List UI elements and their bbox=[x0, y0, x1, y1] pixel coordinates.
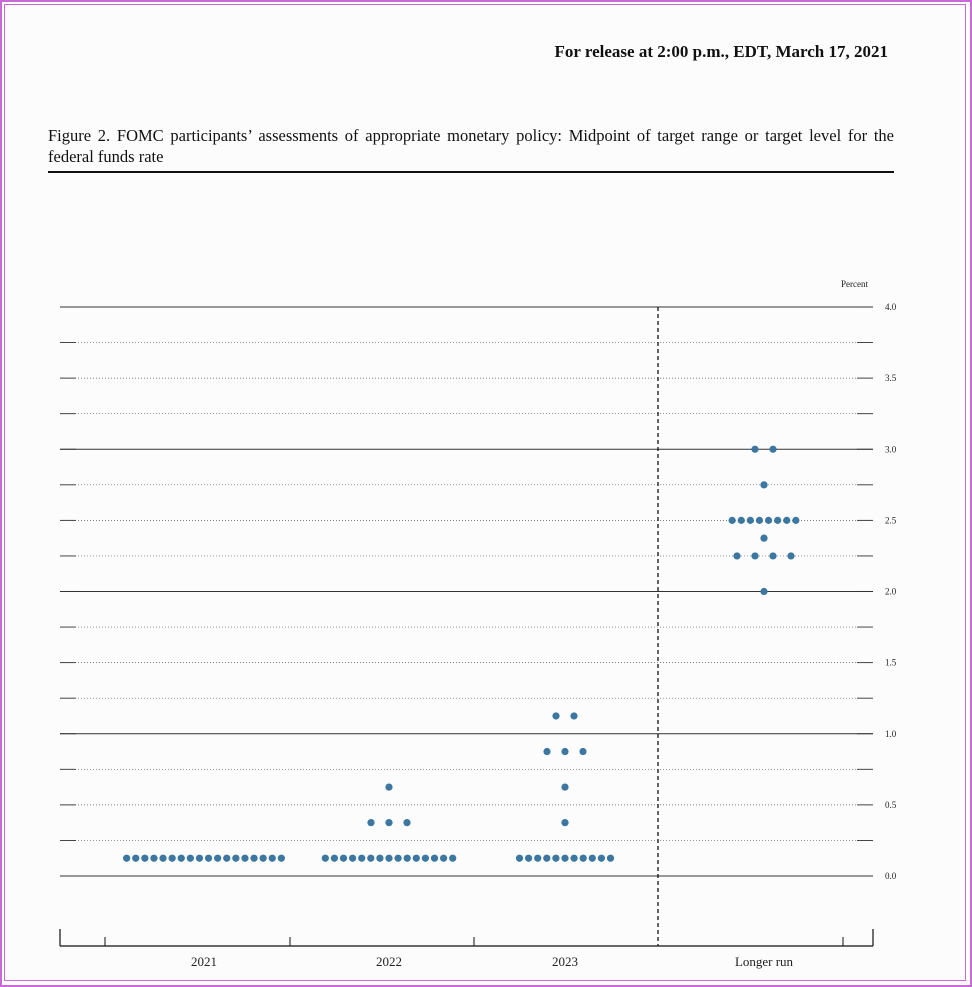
participant-dot bbox=[755, 516, 764, 524]
participant-dot bbox=[132, 854, 140, 862]
participant-dot bbox=[751, 445, 759, 453]
participant-dot bbox=[232, 854, 240, 862]
participant-dot bbox=[751, 552, 759, 560]
participant-dot bbox=[792, 516, 800, 524]
participant-dot bbox=[760, 481, 768, 489]
participant-dot bbox=[339, 854, 348, 862]
participant-dot bbox=[403, 854, 411, 862]
participant-dot bbox=[168, 854, 176, 862]
x-category-label: Longer run bbox=[735, 954, 794, 969]
participant-dot bbox=[570, 712, 578, 720]
participant-dot bbox=[367, 854, 375, 862]
participant-dot bbox=[606, 854, 615, 862]
participant-dot bbox=[186, 854, 194, 862]
y-tick-label: 0.0 bbox=[885, 871, 897, 881]
release-line: For release at 2:00 p.m., EDT, March 17,… bbox=[554, 42, 888, 61]
participant-dot bbox=[358, 854, 366, 862]
participant-dot bbox=[543, 854, 551, 862]
participant-dot bbox=[561, 747, 569, 756]
x-category-label: 2021 bbox=[191, 954, 217, 969]
participant-dot bbox=[525, 854, 533, 862]
y-tick-label: 3.0 bbox=[885, 444, 897, 454]
y-tick-label: 3.5 bbox=[885, 373, 897, 383]
participant-dot bbox=[552, 712, 560, 720]
participant-dot bbox=[440, 854, 448, 862]
participant-dot bbox=[385, 819, 393, 827]
x-category-label: 2023 bbox=[552, 954, 578, 969]
participant-dot bbox=[268, 854, 276, 862]
y-tick-label: 4.0 bbox=[885, 302, 897, 312]
participant-dot bbox=[259, 854, 267, 862]
participant-dot bbox=[561, 819, 569, 827]
participant-dot bbox=[552, 854, 560, 862]
participant-dot bbox=[204, 854, 213, 862]
participant-dot bbox=[385, 854, 393, 862]
participant-dot bbox=[579, 747, 587, 756]
y-tick-label: 2.0 bbox=[885, 587, 897, 597]
participant-dot bbox=[214, 854, 222, 862]
participant-dot bbox=[543, 747, 551, 756]
participant-dot bbox=[774, 516, 782, 524]
figure-caption: Figure 2. FOMC participants’ assessments… bbox=[48, 126, 894, 166]
participant-dot bbox=[787, 552, 795, 560]
y-tick-label: 1.5 bbox=[885, 658, 897, 668]
participant-dot bbox=[150, 854, 158, 862]
participant-dot bbox=[241, 854, 249, 862]
participant-dot bbox=[737, 516, 745, 524]
participant-dot bbox=[769, 445, 777, 453]
participant-dot bbox=[733, 552, 741, 560]
participant-dot bbox=[783, 516, 791, 524]
participant-dot bbox=[597, 854, 606, 862]
participant-dot bbox=[349, 854, 357, 862]
participant-dot bbox=[376, 854, 384, 862]
data-dots bbox=[123, 445, 800, 862]
participant-dot bbox=[746, 516, 754, 524]
participant-dot bbox=[570, 854, 578, 862]
caption-rule bbox=[48, 171, 894, 173]
participant-dot bbox=[728, 516, 736, 524]
y-axis-unit-label: Percent bbox=[841, 279, 868, 289]
y-tick-label: 0.5 bbox=[885, 800, 897, 810]
participant-dot bbox=[561, 854, 569, 862]
participant-dot bbox=[764, 516, 773, 524]
participant-dot bbox=[277, 854, 285, 862]
x-category-label: 2022 bbox=[376, 954, 402, 969]
participant-dot bbox=[330, 854, 338, 862]
participant-dot bbox=[760, 534, 768, 542]
participant-dot bbox=[195, 854, 204, 862]
participant-dot bbox=[579, 854, 587, 862]
participant-dot bbox=[588, 854, 596, 862]
participant-dot bbox=[760, 587, 768, 596]
participant-dot bbox=[394, 854, 402, 862]
participant-dot bbox=[430, 854, 439, 862]
participant-dot bbox=[159, 854, 167, 862]
participant-dot bbox=[250, 854, 258, 862]
participant-dot bbox=[421, 854, 429, 862]
axes: 4.0 3.5 3.0 2.5 2.0 1.5 1.0 0.5 0.0 2021 2022 2023 L… bbox=[59, 302, 897, 969]
document-page bbox=[4, 4, 966, 981]
participant-dot bbox=[403, 819, 411, 827]
participant-dot bbox=[412, 854, 420, 862]
participant-dot bbox=[534, 854, 542, 862]
grid-lines bbox=[60, 306, 873, 877]
participant-dot bbox=[449, 854, 457, 862]
participant-dot bbox=[385, 783, 393, 791]
participant-dot bbox=[561, 783, 569, 791]
y-tick-label: 2.5 bbox=[885, 515, 897, 525]
participant-dot bbox=[321, 854, 329, 862]
participant-dot bbox=[367, 819, 375, 827]
participant-dot bbox=[141, 854, 149, 862]
y-tick-label: 1.0 bbox=[885, 729, 897, 739]
participant-dot bbox=[515, 854, 524, 862]
participant-dot bbox=[123, 854, 131, 862]
participant-dot bbox=[769, 552, 777, 560]
participant-dot bbox=[177, 854, 185, 862]
participant-dot bbox=[223, 854, 231, 862]
